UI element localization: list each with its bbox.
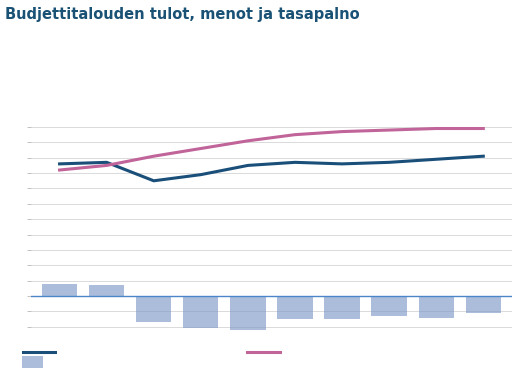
Bar (183, 296, 219, 328)
Bar (89, 285, 124, 296)
Bar (372, 296, 407, 316)
Bar (230, 296, 266, 330)
Bar (466, 296, 501, 313)
Text: Budjettitalouden tulot, menot ja tasapalno: Budjettitalouden tulot, menot ja tasapal… (5, 7, 360, 22)
Bar (324, 296, 360, 319)
Bar (136, 296, 171, 322)
Bar (42, 284, 77, 296)
Bar (277, 296, 313, 319)
Bar (419, 296, 454, 318)
